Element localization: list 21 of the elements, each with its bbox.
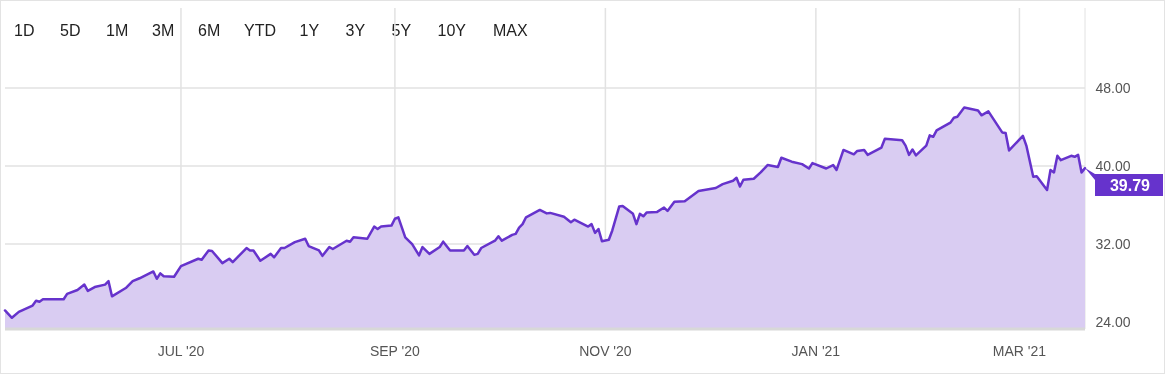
x-tick-label: JUL '20 bbox=[157, 343, 205, 359]
x-tick-label: NOV '20 bbox=[579, 343, 632, 359]
annotation: 39.79 bbox=[1109, 176, 1151, 194]
annotation: 10Y bbox=[437, 22, 467, 39]
x-tick-label: JAN '21 bbox=[791, 343, 841, 359]
x-tick-label: MAR '21 bbox=[992, 343, 1047, 359]
annotation: 3M bbox=[152, 22, 175, 39]
annotation: 1D bbox=[14, 22, 35, 39]
annotation: 5D bbox=[60, 22, 81, 39]
y-tick-label: 40.00 bbox=[1095, 157, 1131, 174]
y-tick-label: 48.00 bbox=[1095, 79, 1131, 96]
annotation: YTD bbox=[244, 22, 276, 39]
annotation: 1Y bbox=[299, 22, 320, 39]
annotation: 1M bbox=[106, 22, 129, 39]
y-tick-label: 32.00 bbox=[1095, 236, 1131, 253]
annotation: 6M bbox=[198, 22, 221, 39]
annotation: 5Y bbox=[391, 22, 412, 39]
annotation: MAX bbox=[493, 22, 528, 39]
x-tick-label: SEP '20 bbox=[369, 343, 421, 359]
annotation: 3Y bbox=[345, 22, 366, 39]
y-tick-label: 24.00 bbox=[1095, 314, 1131, 331]
